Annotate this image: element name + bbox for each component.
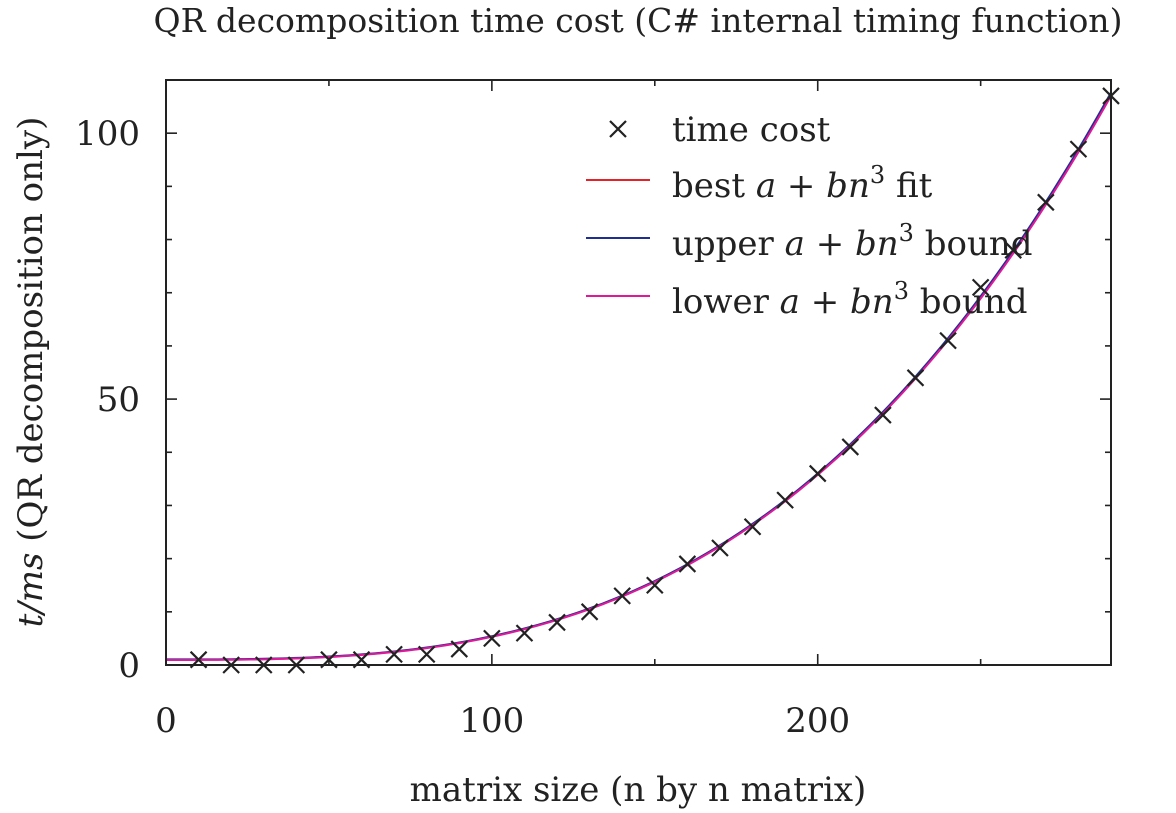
y-axis-label-symbol: t/ms bbox=[11, 553, 51, 628]
legend-label-time-cost: time cost bbox=[672, 110, 831, 150]
axis-ticks: 0 100 200 0 50 100 bbox=[75, 79, 1111, 741]
data-point bbox=[874, 406, 892, 424]
y-axis-label: t/ms (QR decomposition only) bbox=[11, 117, 51, 628]
legend: time cost best a + bn3 fit upper a + bn3 b… bbox=[586, 110, 1033, 322]
y-tick-label: 100 bbox=[75, 114, 140, 154]
data-point bbox=[939, 331, 957, 350]
fit-curve-2 bbox=[166, 95, 1112, 661]
x-axis-label: matrix size (n by n matrix) bbox=[410, 770, 867, 810]
data-point bbox=[613, 587, 631, 605]
data-point bbox=[580, 603, 599, 621]
fit-curve-0 bbox=[166, 93, 1112, 661]
x-tick-label: 0 bbox=[155, 701, 177, 741]
y-axis-label-text: (QR decomposition only) bbox=[11, 117, 51, 553]
plot-area bbox=[166, 87, 1120, 674]
data-point bbox=[450, 640, 469, 658]
data-point bbox=[678, 555, 697, 573]
y-tick-label: 50 bbox=[97, 380, 140, 420]
data-point bbox=[971, 278, 990, 297]
data-point bbox=[776, 491, 794, 509]
data-point bbox=[1037, 193, 1055, 212]
y-tick-label: 0 bbox=[118, 646, 140, 686]
chart-title: QR decomposition time cost (C# internal … bbox=[154, 1, 1123, 40]
data-point bbox=[1004, 241, 1023, 259]
data-point bbox=[515, 624, 534, 642]
data-point bbox=[646, 576, 664, 595]
data-point bbox=[483, 629, 501, 648]
legend-label-3: lower a + bn3 bound bbox=[672, 277, 1028, 322]
data-point bbox=[906, 369, 925, 387]
data-point bbox=[1069, 140, 1088, 158]
data-point bbox=[711, 539, 729, 557]
data-point bbox=[808, 464, 827, 483]
x-tick-label: 100 bbox=[459, 701, 524, 741]
data-point bbox=[417, 645, 436, 664]
plot-frame bbox=[165, 79, 1112, 666]
data-point bbox=[743, 517, 762, 536]
data-point bbox=[841, 438, 860, 456]
legend-label-2: upper a + bn3 bound bbox=[672, 219, 1033, 264]
x-tick-label: 200 bbox=[785, 701, 850, 741]
data-point bbox=[548, 613, 566, 632]
legend-marker-time-cost bbox=[609, 120, 627, 138]
data-point bbox=[385, 645, 403, 664]
fit-curve-1 bbox=[166, 92, 1112, 661]
legend-label-1: best a + bn3 fit bbox=[672, 161, 933, 206]
